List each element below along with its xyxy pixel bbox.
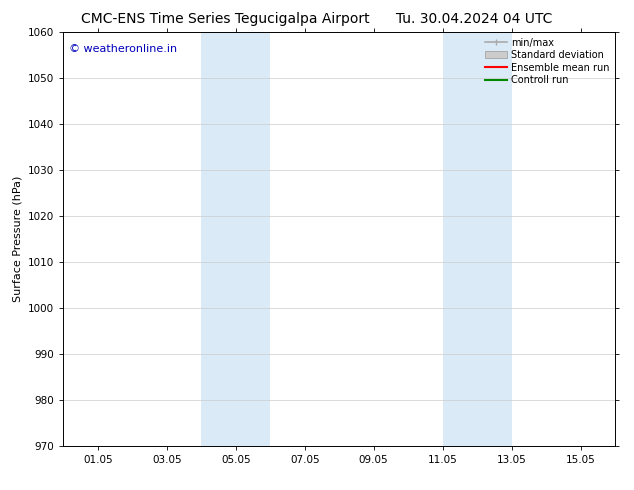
Y-axis label: Surface Pressure (hPa): Surface Pressure (hPa) xyxy=(13,176,23,302)
Bar xyxy=(443,32,512,446)
Legend: min/max, Standard deviation, Ensemble mean run, Controll run: min/max, Standard deviation, Ensemble me… xyxy=(482,35,612,88)
Text: © weatheronline.in: © weatheronline.in xyxy=(69,44,177,54)
Bar xyxy=(202,32,270,446)
Text: CMC-ENS Time Series Tegucigalpa Airport      Tu. 30.04.2024 04 UTC: CMC-ENS Time Series Tegucigalpa Airport … xyxy=(81,12,553,26)
